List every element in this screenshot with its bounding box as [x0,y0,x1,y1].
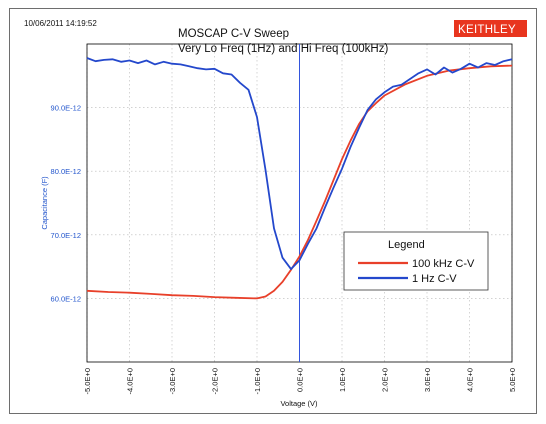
legend-title: Legend [388,239,425,251]
x-tick-label: 5.0E+0 [508,368,517,392]
timestamp: 10/06/2011 14:19:52 [24,19,97,28]
x-tick-label: 2.0E+0 [381,368,390,392]
x-tick-label: 0.0E+0 [296,368,305,392]
y-axis-tick-labels: 60.0E-12 70.0E-12 80.0E-12 90.0E-12 [51,104,81,304]
x-tick-label: -1.0E+0 [253,368,262,394]
series-lines [86,57,513,300]
legend-label-100khz: 100 kHz C-V [412,258,475,270]
x-tick-label: 3.0E+0 [423,368,432,392]
brand-logo: KEITHLEY [454,20,527,37]
x-axis-title: Voltage (V) [280,399,318,408]
y-axis-title: Capacitance (F) [40,176,49,230]
chart-title: MOSCAP C-V Sweep [178,28,289,40]
chart-subtitle: Very Lo Freq (1Hz) and Hi Freq (100kHz) [178,43,388,55]
legend-box [343,231,489,291]
x-tick-label: -4.0E+0 [126,368,135,394]
chart-frame [9,8,537,414]
series-line-1hz [86,57,513,271]
x-tick-label: 1.0E+0 [338,368,347,392]
y-tick-label: 80.0E-12 [51,167,81,176]
brand-logo-background [454,20,527,37]
legend-label-1hz: 1 Hz C-V [412,273,457,285]
y-tick-label: 60.0E-12 [51,294,81,303]
x-axis-tick-labels: -5.0E+0 -4.0E+0 -3.0E+0 -2.0E+0 -1.0E+0 0.0E+… [83,368,517,394]
x-tick-label: 4.0E+0 [466,368,475,392]
x-tick-label: -5.0E+0 [83,368,92,394]
x-tick-label: -3.0E+0 [168,368,177,394]
x-tick-label: -2.0E+0 [211,368,220,394]
legend: Legend 100 kHz C-V 1 Hz C-V [343,231,489,291]
brand-logo-text: KEITHLEY [458,24,516,36]
y-tick-label: 70.0E-12 [51,231,81,240]
series-line-100khz [86,64,513,300]
y-tick-label: 90.0E-12 [51,104,81,113]
